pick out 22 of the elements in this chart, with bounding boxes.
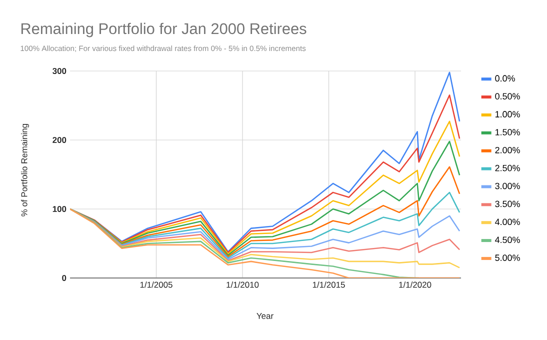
- legend-label: 1.50%: [496, 129, 520, 136]
- legend-label: 0.50%: [495, 93, 520, 100]
- x-tick-label: 1/1/2015: [312, 282, 345, 288]
- legend-label: 3.00%: [495, 182, 520, 190]
- y-tick-label: 200: [52, 137, 66, 143]
- legend-label: 2.50%: [495, 164, 520, 172]
- legend-label: 4.00%: [495, 218, 520, 226]
- y-tick-label: 100: [52, 206, 66, 212]
- legend-label: 0.0%: [495, 75, 515, 82]
- legend-label: 4.50%: [495, 236, 520, 243]
- x-axis-title: Year: [256, 313, 274, 319]
- legend-label: 3.50%: [495, 200, 520, 208]
- y-tick-label: 0: [62, 275, 66, 281]
- x-tick-label: 1/1/2010: [226, 282, 259, 288]
- y-axis-title: % of Portfolio Remaining: [21, 124, 29, 216]
- y-tick-label: 300: [52, 68, 66, 74]
- x-tick-label: 1/1/2020: [399, 282, 432, 288]
- legend-label: 2.00%: [495, 146, 520, 154]
- legend-label: 5.00%: [495, 254, 520, 261]
- x-tick-label: 1/1/2005: [140, 282, 172, 288]
- legend-label: 1.00%: [496, 111, 520, 118]
- chart-title: Remaining Portfolio for Jan 2000 Retirees: [21, 22, 306, 38]
